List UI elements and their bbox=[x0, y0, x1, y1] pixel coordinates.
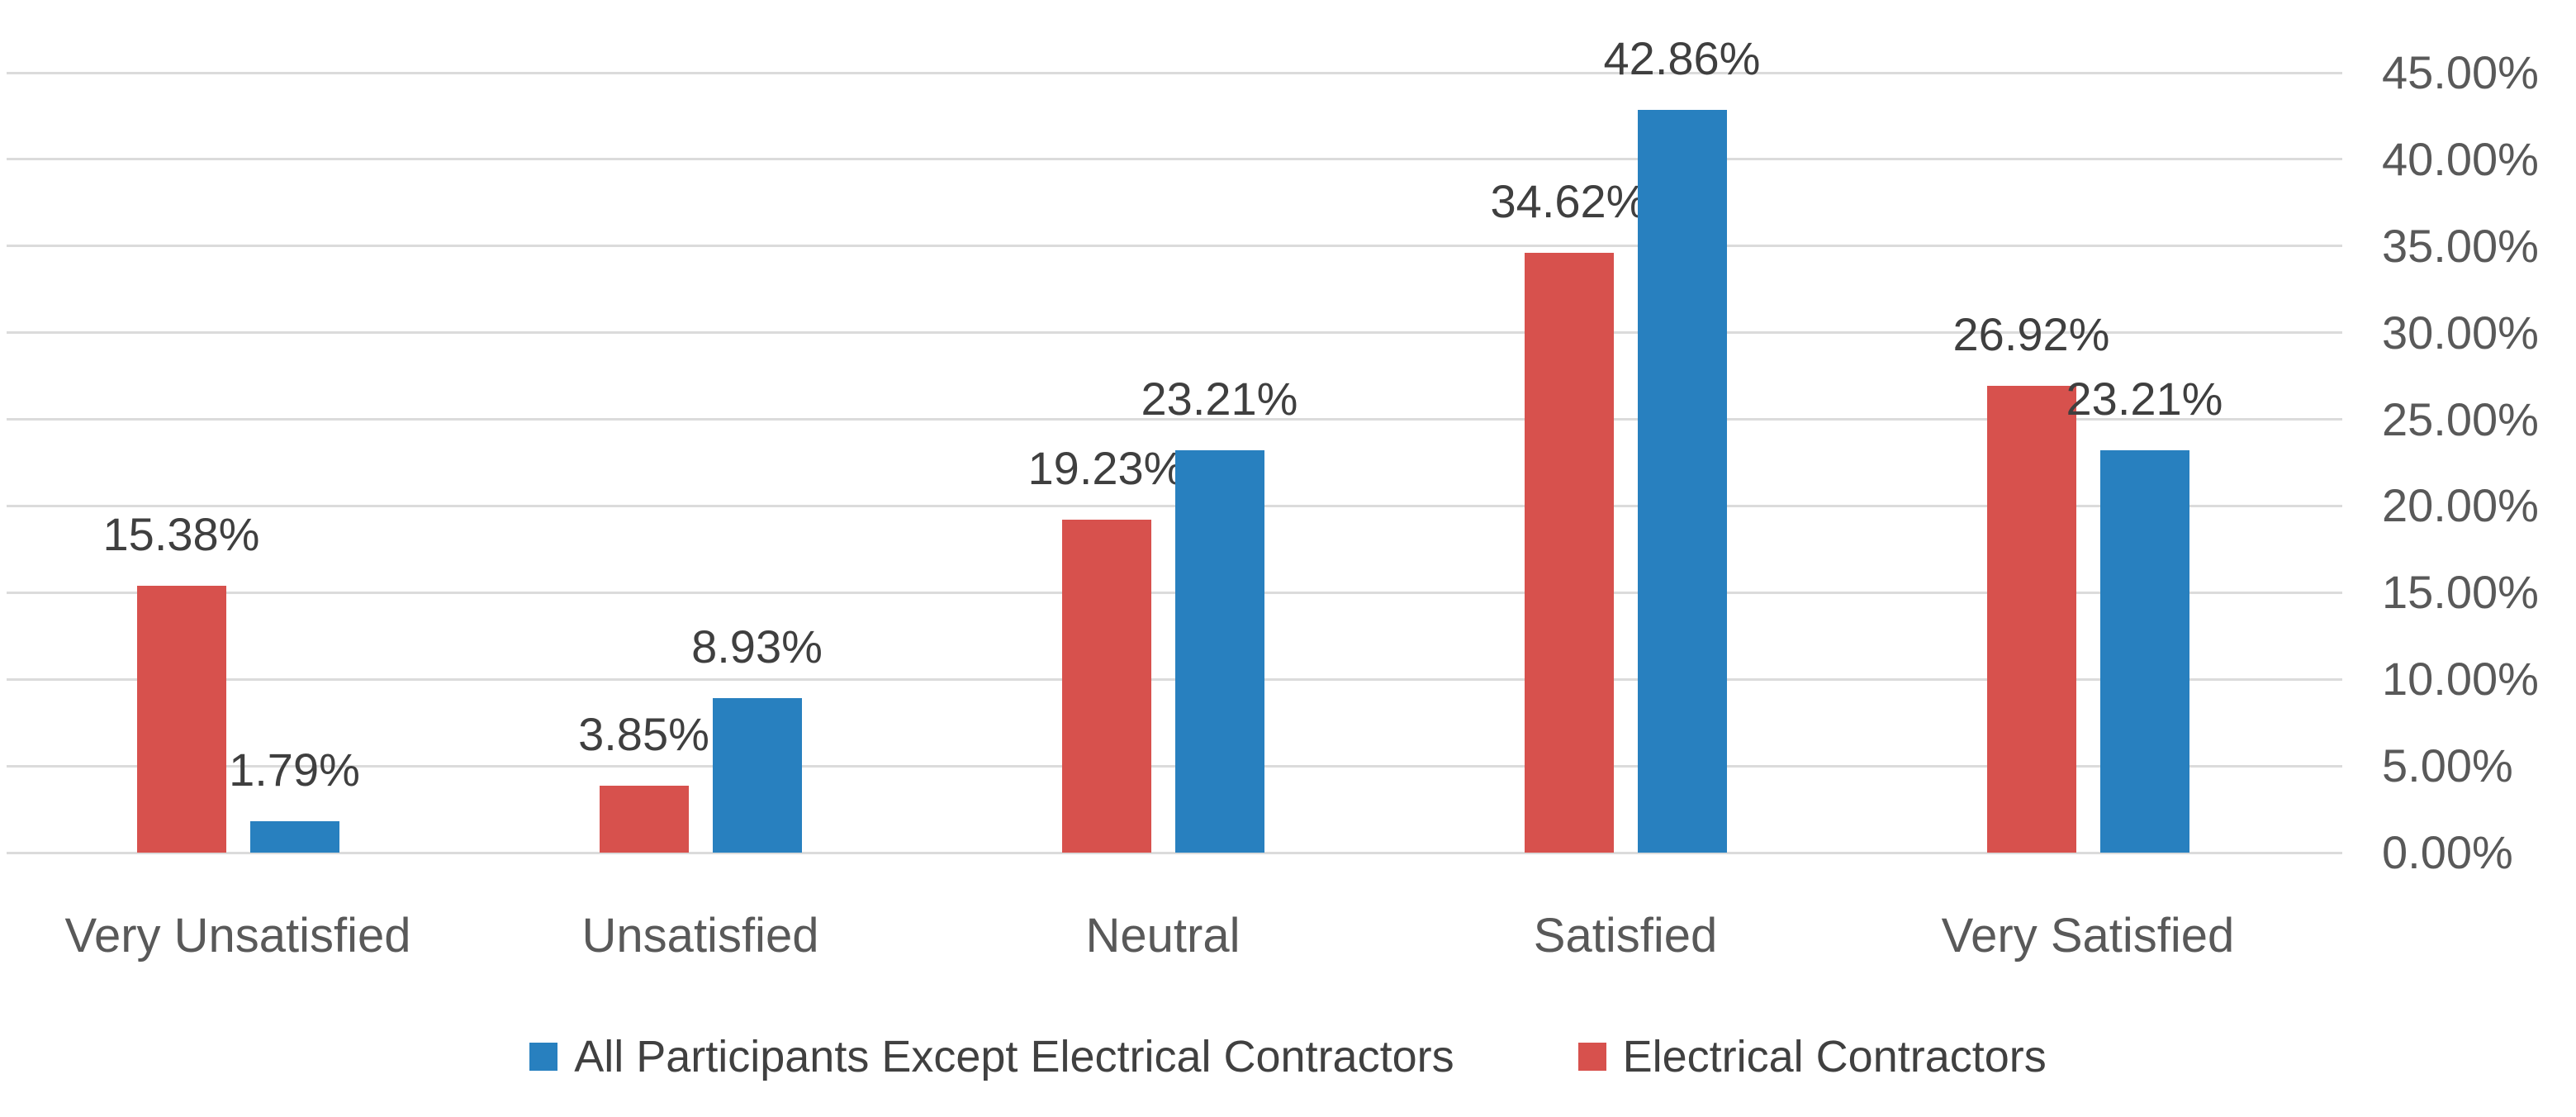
bar bbox=[1637, 109, 1727, 853]
y-axis-tick-label: 10.00% bbox=[2382, 653, 2539, 706]
bar-value-label: 3.85% bbox=[578, 708, 709, 761]
y-axis-tick-label: 35.00% bbox=[2382, 219, 2539, 272]
gridline bbox=[7, 591, 2342, 594]
bar-value-label: 42.86% bbox=[1603, 31, 1761, 84]
bar bbox=[599, 786, 689, 853]
gridline bbox=[7, 764, 2342, 768]
legend-item: All Participants Except Electrical Contr… bbox=[529, 1034, 1454, 1079]
gridline bbox=[7, 331, 2342, 335]
bar-value-label: 23.21% bbox=[2066, 373, 2223, 425]
y-axis-tick-label: 40.00% bbox=[2382, 132, 2539, 185]
legend-swatch bbox=[1577, 1043, 1606, 1071]
legend-label: Electrical Contractors bbox=[1622, 1032, 2047, 1081]
bar bbox=[1524, 252, 1614, 853]
bar-value-label: 34.62% bbox=[1490, 174, 1648, 227]
gridline bbox=[7, 504, 2342, 507]
bar-value-label: 15.38% bbox=[102, 508, 260, 561]
gridline bbox=[7, 245, 2342, 248]
gridline bbox=[7, 677, 2342, 681]
gridline bbox=[7, 851, 2342, 854]
bar-value-label: 23.21% bbox=[1141, 373, 1298, 425]
y-axis-tick-label: 30.00% bbox=[2382, 306, 2539, 359]
bar bbox=[1986, 386, 2076, 853]
y-axis-tick-label: 20.00% bbox=[2382, 479, 2539, 532]
y-axis-tick-label: 15.00% bbox=[2382, 566, 2539, 619]
y-axis-tick-label: 45.00% bbox=[2382, 46, 2539, 98]
bar bbox=[249, 821, 339, 853]
y-axis-tick-label: 0.00% bbox=[2382, 826, 2513, 878]
gridline bbox=[7, 71, 2342, 74]
bar bbox=[1061, 519, 1151, 853]
legend: All Participants Except Electrical Contr… bbox=[0, 1034, 2576, 1079]
legend-swatch bbox=[529, 1043, 558, 1071]
legend-item: Electrical Contractors bbox=[1577, 1032, 2047, 1081]
x-axis-category-label: Very Satisfied bbox=[1941, 909, 2235, 963]
y-axis-tick-label: 25.00% bbox=[2382, 392, 2539, 445]
bar-value-label: 1.79% bbox=[229, 744, 360, 796]
y-axis-tick-label: 5.00% bbox=[2382, 739, 2513, 792]
x-axis-category-label: Very Unsatisfied bbox=[64, 909, 411, 963]
legend-label: All Participants Except Electrical Contr… bbox=[574, 1032, 1454, 1081]
bar bbox=[136, 586, 226, 853]
bar-value-label: 19.23% bbox=[1027, 441, 1185, 494]
x-axis-category-label: Unsatisfied bbox=[581, 909, 819, 963]
bar bbox=[2099, 450, 2189, 853]
gridline bbox=[7, 418, 2342, 421]
gridline bbox=[7, 158, 2342, 161]
bar bbox=[712, 697, 802, 853]
bar-value-label: 8.93% bbox=[691, 620, 823, 673]
bar bbox=[1174, 450, 1264, 853]
x-axis-category-label: Satisfied bbox=[1533, 909, 1718, 963]
bar-value-label: 26.92% bbox=[1952, 308, 2110, 361]
x-axis-category-label: Neutral bbox=[1085, 909, 1241, 963]
